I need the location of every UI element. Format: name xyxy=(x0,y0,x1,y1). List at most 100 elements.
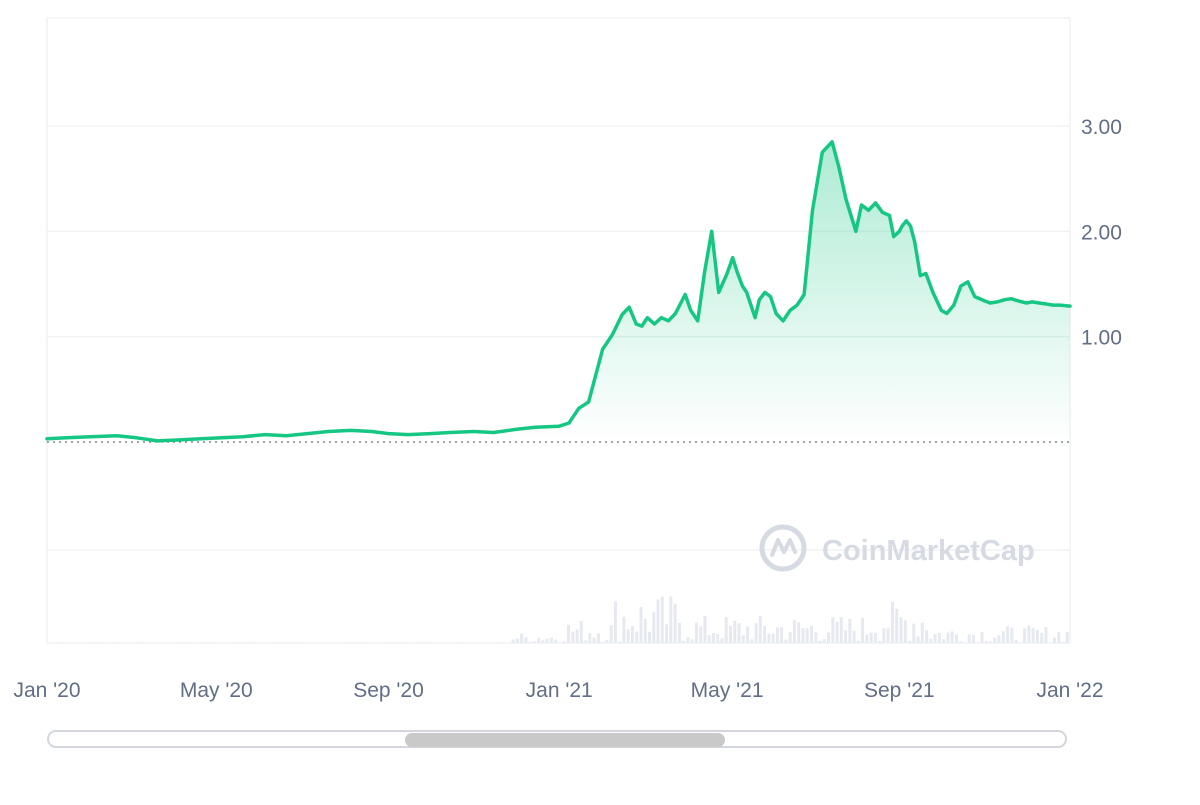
volume-bar xyxy=(383,642,387,643)
volume-bar xyxy=(677,622,681,643)
volume-bar xyxy=(737,623,741,643)
y-tick-label: 2.00 xyxy=(1081,221,1122,244)
volume-bar xyxy=(1031,628,1035,643)
volume-bar xyxy=(916,636,920,643)
volume-bar xyxy=(775,627,779,643)
volume-bar xyxy=(694,622,698,643)
volume-bar xyxy=(929,638,933,643)
volume-bar xyxy=(997,635,1001,643)
volume-bar xyxy=(967,634,971,643)
y-tick-label: 1.00 xyxy=(1081,327,1122,350)
volume-bar xyxy=(878,640,882,643)
volume-bar xyxy=(822,639,826,643)
volume-bar xyxy=(294,642,298,643)
volume-bar xyxy=(784,639,788,643)
volume-bar xyxy=(550,637,553,643)
volume-bar xyxy=(767,633,771,643)
volume-bar xyxy=(140,642,144,643)
volume-bar xyxy=(788,632,792,643)
volume-bar xyxy=(643,618,647,643)
volume-bar xyxy=(712,633,715,643)
volume-bar xyxy=(1010,627,1014,643)
volume-bar xyxy=(899,617,903,643)
volume-bar xyxy=(1052,637,1056,643)
volume-bar xyxy=(950,631,954,643)
volume-bar xyxy=(613,601,617,643)
chart-scrollbar-thumb[interactable] xyxy=(404,733,725,747)
volume-bar xyxy=(532,641,536,643)
volume-bar xyxy=(498,642,502,643)
volume-bar xyxy=(856,640,860,643)
volume-bar xyxy=(963,642,967,643)
volume-bar xyxy=(780,627,784,643)
volume-bar xyxy=(1035,629,1039,643)
volume-bar xyxy=(571,631,575,643)
volume-bar xyxy=(622,616,626,643)
volume-bar xyxy=(277,642,281,643)
volume-bar xyxy=(1027,625,1031,643)
volume-bar xyxy=(959,641,963,643)
volume-bar xyxy=(635,631,639,643)
volume-bar xyxy=(362,642,366,643)
volume-bar xyxy=(861,618,865,643)
x-tick-label: Jan '20 xyxy=(13,679,80,702)
volume-bar xyxy=(908,640,911,643)
volume-bar xyxy=(805,628,809,643)
volume-bar xyxy=(746,626,750,643)
volume-bar xyxy=(946,632,950,643)
x-tick-label: May '20 xyxy=(180,679,253,702)
volume-bar xyxy=(392,642,396,643)
volume-bar xyxy=(405,642,408,643)
volume-bar xyxy=(541,640,545,643)
volume-bar xyxy=(93,642,97,643)
volume-bar xyxy=(976,642,980,643)
volume-bar xyxy=(1048,642,1052,643)
volume-bar xyxy=(750,639,754,643)
volume-bar xyxy=(1023,628,1027,643)
volume-bar xyxy=(520,633,524,643)
volume-bar xyxy=(639,607,643,643)
volume-bar xyxy=(588,633,592,643)
volume-bar xyxy=(1065,632,1069,643)
volume-bar xyxy=(882,628,886,643)
volume-bar xyxy=(954,634,958,643)
volume-bar xyxy=(1001,631,1005,643)
volume-bar xyxy=(865,634,869,643)
volume-bar xyxy=(814,632,818,643)
x-tick-label: Jan '22 xyxy=(1036,679,1103,702)
volume-bar xyxy=(741,635,745,643)
x-tick-label: May '21 xyxy=(691,679,764,702)
volume-bar xyxy=(524,637,528,643)
volume-bar xyxy=(920,622,924,643)
volume-bar xyxy=(1057,632,1061,643)
volume-bar xyxy=(656,599,660,643)
volume-bar xyxy=(669,596,673,643)
volume-bar xyxy=(942,639,946,643)
volume-bar xyxy=(792,619,796,643)
x-tick-label: Jan '21 xyxy=(526,679,593,702)
volume-bar xyxy=(925,630,929,643)
volume-bars xyxy=(59,596,1069,643)
volume-bar xyxy=(562,641,566,643)
volume-bar xyxy=(844,630,848,643)
volume-bar xyxy=(754,623,758,643)
volume-bar xyxy=(733,620,737,643)
chart-scrollbar-track[interactable] xyxy=(47,730,1067,748)
volume-bar xyxy=(209,642,212,643)
volume-bar xyxy=(933,633,937,643)
volume-bar xyxy=(59,642,63,643)
volume-bar xyxy=(652,612,656,643)
x-axis: Jan '20 May '20 Sep '20 Jan '21 May '21 Sep '… xyxy=(13,679,1103,702)
watermark: CoinMarketCap xyxy=(759,524,1035,572)
volume-bar xyxy=(1018,642,1022,643)
volume-bar xyxy=(699,626,703,643)
volume-bar xyxy=(601,642,605,643)
x-tick-label: Sep '20 xyxy=(353,679,424,702)
volume-bar xyxy=(609,625,613,643)
volume-bar xyxy=(234,642,238,643)
volume-bar xyxy=(349,642,353,643)
volume-bar xyxy=(605,639,609,643)
volume-bar xyxy=(831,617,835,643)
